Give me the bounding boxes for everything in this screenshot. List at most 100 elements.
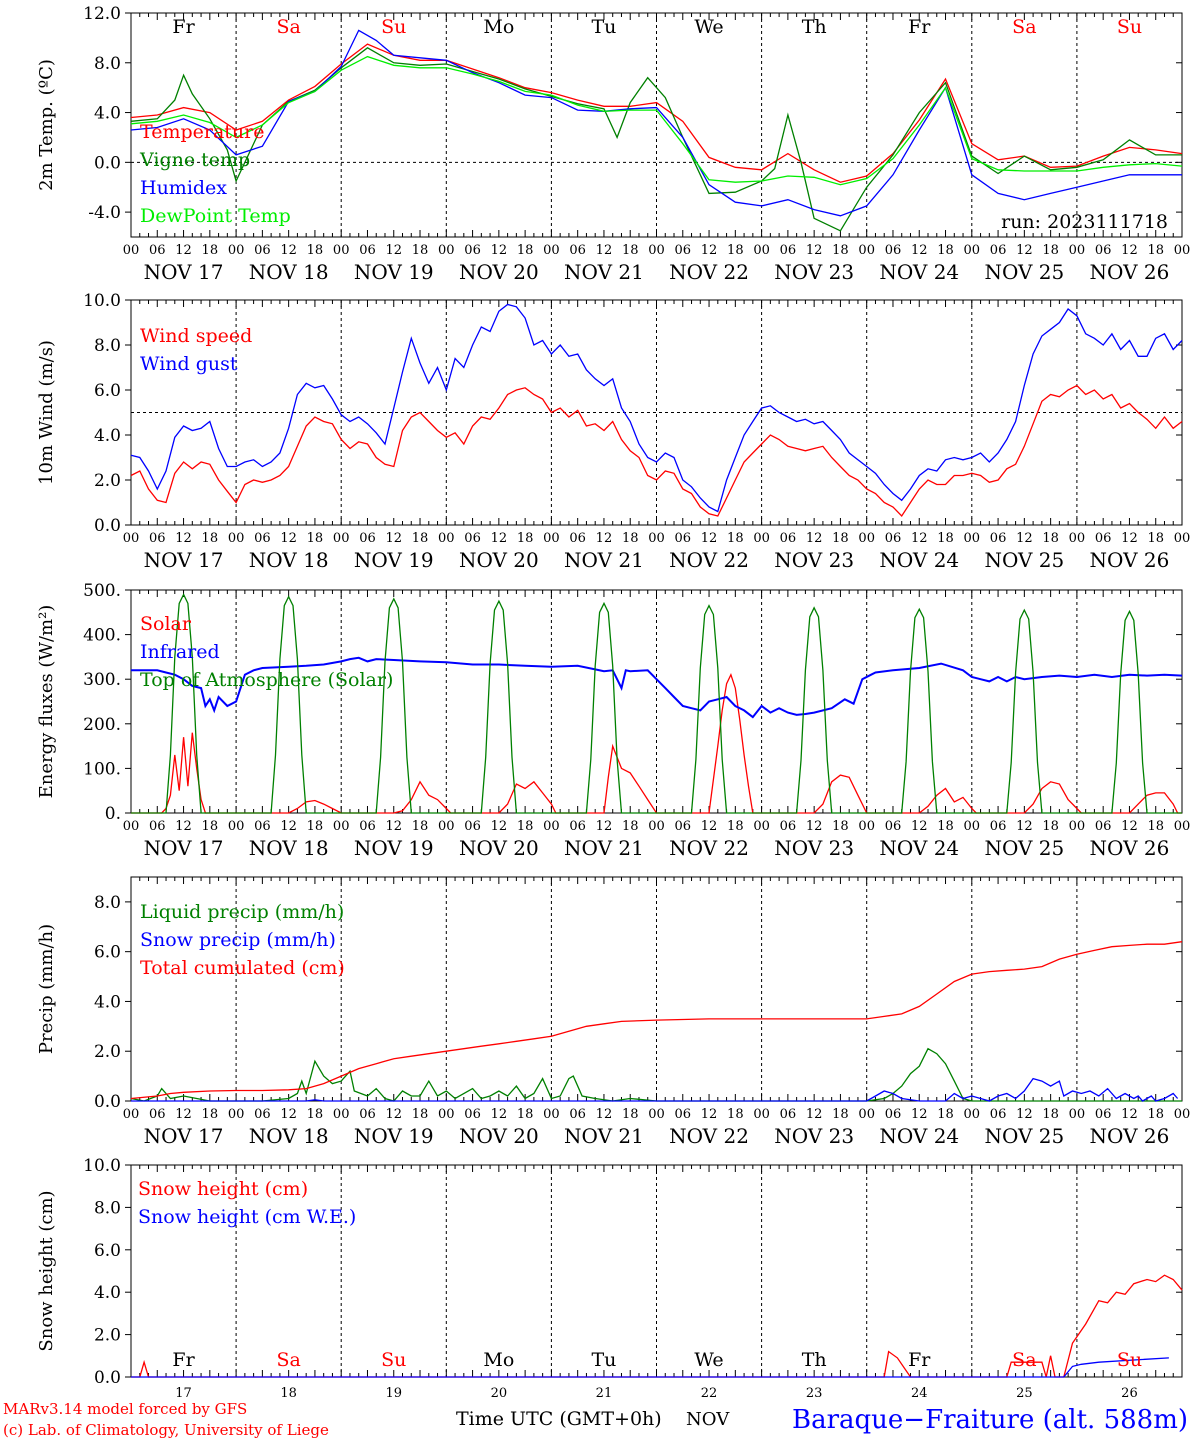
legend-entry: Liquid precip (mm/h)	[140, 901, 344, 923]
hour-label: 12	[596, 819, 613, 834]
day-name: Su	[381, 1349, 406, 1371]
time-axis-label: Time UTC (GMT+0h)	[456, 1408, 662, 1430]
hour-label: 18	[202, 819, 219, 834]
series-line-3-1	[131, 1077, 1179, 1102]
hour-label: 06	[990, 243, 1007, 258]
day-number: 26	[1121, 1386, 1138, 1401]
date-label: NOV 17	[144, 260, 224, 284]
hour-label: 06	[1095, 243, 1112, 258]
hour-label: 12	[911, 819, 928, 834]
day-number: 24	[911, 1386, 928, 1401]
legend-entry: Infrared	[140, 641, 220, 663]
hour-label: 00	[438, 243, 455, 258]
hour-label: 00	[1069, 531, 1086, 546]
hour-label: 18	[832, 243, 849, 258]
hour-label: 00	[1174, 531, 1191, 546]
date-label: NOV 24	[879, 1124, 959, 1148]
hour-label: 06	[569, 243, 586, 258]
hour-label: 18	[937, 819, 954, 834]
date-label: NOV 19	[354, 548, 434, 572]
hour-label: 12	[385, 819, 402, 834]
y-tick-label: 2.0	[94, 471, 121, 491]
hour-label: 00	[228, 819, 245, 834]
date-label: NOV 24	[879, 260, 959, 284]
hour-label: 06	[149, 243, 166, 258]
date-label: NOV 21	[564, 836, 644, 860]
hour-label: 00	[123, 531, 140, 546]
date-label: NOV 20	[459, 548, 539, 572]
hour-label: 12	[596, 531, 613, 546]
hour-label: 18	[622, 531, 639, 546]
date-label: NOV 21	[564, 1124, 644, 1148]
day-number: 21	[596, 1386, 613, 1401]
date-label: NOV 26	[1090, 1124, 1170, 1148]
hour-label: 18	[1042, 819, 1059, 834]
y-tick-label: 8.0	[94, 1198, 121, 1218]
y-tick-label: 0.0	[94, 153, 121, 173]
hour-label: 06	[569, 531, 586, 546]
date-label: NOV 20	[459, 836, 539, 860]
legend-entry: DewPoint Temp	[140, 205, 291, 227]
hour-label: 18	[412, 243, 429, 258]
y-tick-label: 8.0	[94, 336, 121, 356]
hour-label: 00	[228, 531, 245, 546]
hour-label: 06	[885, 1107, 902, 1122]
day-name: Mo	[483, 16, 514, 38]
series-line-3-0	[130, 1047, 1182, 1102]
y-tick-label: 0.0	[94, 1092, 121, 1112]
hour-label: 06	[885, 819, 902, 834]
day-name: We	[694, 16, 723, 38]
day-name: Fr	[908, 16, 931, 38]
hour-label: 12	[1121, 1107, 1138, 1122]
hour-label: 12	[596, 1107, 613, 1122]
day-name: Su	[381, 16, 406, 38]
hour-label: 18	[1147, 531, 1164, 546]
hour-label: 06	[885, 243, 902, 258]
date-label: NOV 22	[669, 548, 749, 572]
panel-3: 500. 400. 300. 200. 100. 0. Energy fluxes (W/m…	[36, 581, 1190, 860]
hour-label: 06	[675, 819, 692, 834]
hour-label: 00	[333, 1107, 350, 1122]
hour-label: 06	[780, 819, 797, 834]
hour-label: 00	[964, 1107, 981, 1122]
date-label: NOV 23	[774, 260, 854, 284]
hour-label: 18	[412, 531, 429, 546]
hour-label: 00	[753, 531, 770, 546]
y-tick-label: 2.0	[94, 1042, 121, 1062]
day-name: Th	[802, 16, 827, 38]
hour-label: 18	[622, 243, 639, 258]
y-tick-label: 12.0	[83, 4, 121, 24]
station-title: Baraque−Fraiture (alt. 588m)	[792, 1405, 1188, 1435]
hour-label: 06	[1095, 531, 1112, 546]
panel-5: 10.0 8.0 6.0 4.0 2.0 0.0 Snow height (cm) Snow …	[36, 1156, 1183, 1388]
hour-label: 18	[1147, 1107, 1164, 1122]
series-line-2-2	[131, 593, 1182, 814]
day-name: We	[694, 1349, 723, 1371]
hour-label: 12	[1121, 819, 1138, 834]
hour-label: 18	[937, 1107, 954, 1122]
day-number: 23	[806, 1386, 823, 1401]
hour-label: 00	[1069, 243, 1086, 258]
hour-label: 18	[937, 243, 954, 258]
hour-label: 12	[280, 1107, 297, 1122]
y-tick-label: 4.0	[94, 992, 121, 1012]
hour-label: 18	[517, 531, 534, 546]
hour-label: 00	[438, 1107, 455, 1122]
hour-label: 00	[964, 243, 981, 258]
hour-label: 00	[543, 819, 560, 834]
hour-label: 06	[885, 531, 902, 546]
day-name: Sa	[276, 16, 300, 38]
hour-label: 18	[517, 243, 534, 258]
legend-entry: Total cumulated (cm)	[140, 957, 345, 979]
hour-label: 00	[228, 1107, 245, 1122]
date-label: NOV 19	[354, 1124, 434, 1148]
series-line-3-2	[130, 941, 1183, 1100]
y-tick-label: 6.0	[94, 943, 121, 963]
series-line-0-0	[130, 43, 1183, 183]
day-number: 17	[175, 1386, 192, 1401]
date-label: NOV 25	[984, 548, 1064, 572]
hour-label: 00	[438, 531, 455, 546]
hour-label: 00	[648, 1107, 665, 1122]
plot-frame	[130, 12, 1183, 238]
y-tick-label: 300.	[83, 670, 121, 690]
